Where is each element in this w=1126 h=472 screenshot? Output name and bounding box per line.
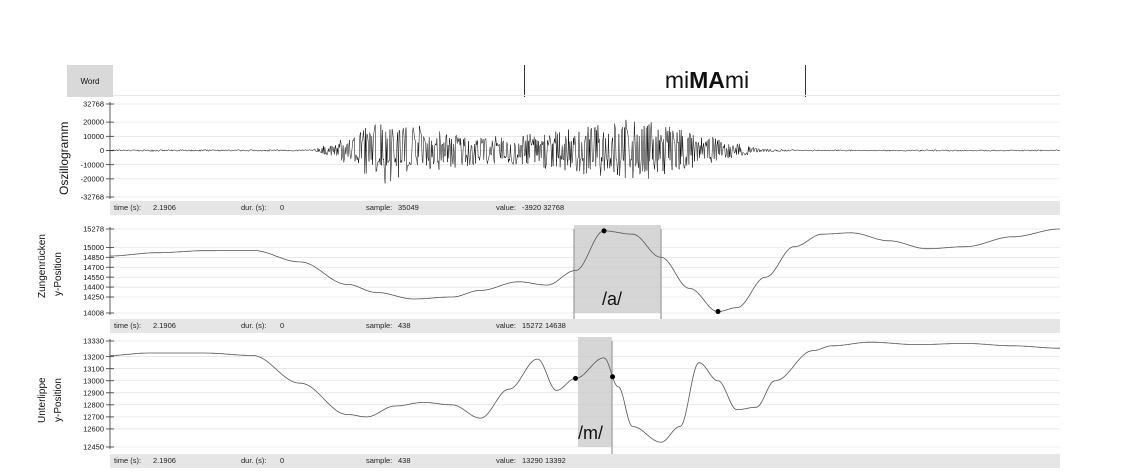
- lip-tick-label: 12450: [83, 443, 104, 452]
- lip-tick-label: 12800: [83, 400, 104, 409]
- tongue-tick-label: 14550: [83, 273, 104, 282]
- tongue-tick-label: 14250: [83, 293, 104, 302]
- lip-selection: [578, 337, 612, 447]
- lip-sample-value: 438: [398, 456, 411, 465]
- osc-ylabel: Oszillogramm: [57, 121, 71, 195]
- osc-tick-label: -20000: [81, 174, 104, 183]
- lip-tick-label: 13100: [83, 364, 104, 373]
- lip-tick-label: 12600: [83, 425, 104, 434]
- tongue-dur-value: 0: [280, 321, 285, 330]
- tongue-tick-label: 14700: [83, 263, 104, 272]
- word-boundary-left[interactable]: [524, 65, 525, 97]
- word-label: miMAmi: [607, 66, 807, 94]
- tongue-ylabel-1: Zungenrücken: [37, 234, 48, 298]
- tongue-tick-label: 15278: [83, 225, 104, 234]
- tongue-tick-label: 15000: [83, 243, 104, 252]
- tongue-tick-label: 14008: [83, 309, 104, 318]
- lip-trajectory-line: [110, 341, 1060, 443]
- tongue-selection: [574, 225, 661, 313]
- lip-tick-label: 12700: [83, 412, 104, 421]
- lip-landmark-max: [610, 374, 616, 380]
- osc-tick-label: 10000: [83, 132, 104, 141]
- lip-info-bar: time (s): 2.1906 dur. (s): 0 sample: 438…: [110, 454, 1060, 468]
- osc-waveform: [109, 119, 1061, 184]
- lip-landmark-min: [573, 375, 578, 381]
- lip-tick-label: 13200: [83, 352, 104, 361]
- word-tier[interactable]: Word miMAmi: [67, 65, 1060, 97]
- lip-dur-label: dur. (s):: [241, 456, 267, 465]
- tongue-landmark-min: [715, 309, 721, 315]
- lip-time-label: time (s):: [114, 456, 142, 465]
- tongue-time-label: time (s):: [114, 321, 142, 330]
- osc-tick-label: 0: [100, 146, 104, 155]
- tongue-value-label: value:: [496, 321, 517, 330]
- osc-tick-label: 20000: [83, 118, 104, 127]
- lip-tick-label: 13000: [83, 376, 104, 385]
- osc-sample-value: 35049: [398, 203, 419, 212]
- osc-dur-value: 0: [280, 203, 285, 212]
- lip-ylabel-2: y-Position: [53, 378, 64, 422]
- lip-tick-label: 12900: [83, 388, 104, 397]
- osc-value-value: -3920 32768: [522, 203, 565, 212]
- lip-value-label: value:: [496, 456, 517, 465]
- osc-value-label: value:: [496, 203, 517, 212]
- word-part-stressed: MA: [689, 67, 725, 93]
- lip-sample-label: sample:: [366, 456, 393, 465]
- tongue-value-value: 15272 14638: [522, 321, 566, 330]
- word-part-prefix: mi: [664, 67, 690, 93]
- lip-dur-value: 0: [280, 456, 285, 465]
- tongue-trajectory-line: [110, 228, 1060, 312]
- tongue-dur-label: dur. (s):: [241, 321, 267, 330]
- segment-label-a: /a/: [602, 289, 623, 309]
- osc-info-bar: time (s): 2.1906 dur. (s): 0 sample: 350…: [110, 201, 1060, 215]
- word-tier-tag: Word: [67, 65, 113, 97]
- tongue-sample-value: 438: [398, 321, 411, 330]
- tongue-sample-label: sample:: [366, 321, 393, 330]
- osc-tick-label: -10000: [81, 160, 104, 169]
- osc-time-value: 2.1906: [153, 203, 176, 212]
- osc-tick-label: -32768: [81, 193, 104, 202]
- osc-dur-label: dur. (s):: [241, 203, 267, 212]
- word-tier-divider: [113, 95, 1060, 96]
- tongue-ylabel-2: y-Position: [53, 252, 64, 296]
- tongue-info-bar: time (s): 2.1906 dur. (s): 0 sample: 438…: [110, 319, 1060, 333]
- osc-time-label: time (s):: [114, 203, 142, 212]
- tongue-tick-label: 14400: [83, 283, 104, 292]
- segment-label-m: /m/: [578, 423, 603, 443]
- lip-tick-label: 13330: [83, 337, 104, 346]
- osc-tick-label: 32768: [83, 100, 104, 109]
- word-boundary-right[interactable]: [805, 65, 806, 97]
- tongue-tick-label: 14850: [83, 253, 104, 262]
- lip-time-value: 2.1906: [153, 456, 176, 465]
- lip-value-value: 13290 13392: [522, 456, 566, 465]
- tongue-time-value: 2.1906: [153, 321, 176, 330]
- word-part-suffix: mi: [724, 67, 750, 93]
- tongue-landmark-max: [601, 228, 607, 234]
- osc-sample-label: sample:: [366, 203, 393, 212]
- lip-ylabel-1: Unterlippe: [37, 377, 48, 423]
